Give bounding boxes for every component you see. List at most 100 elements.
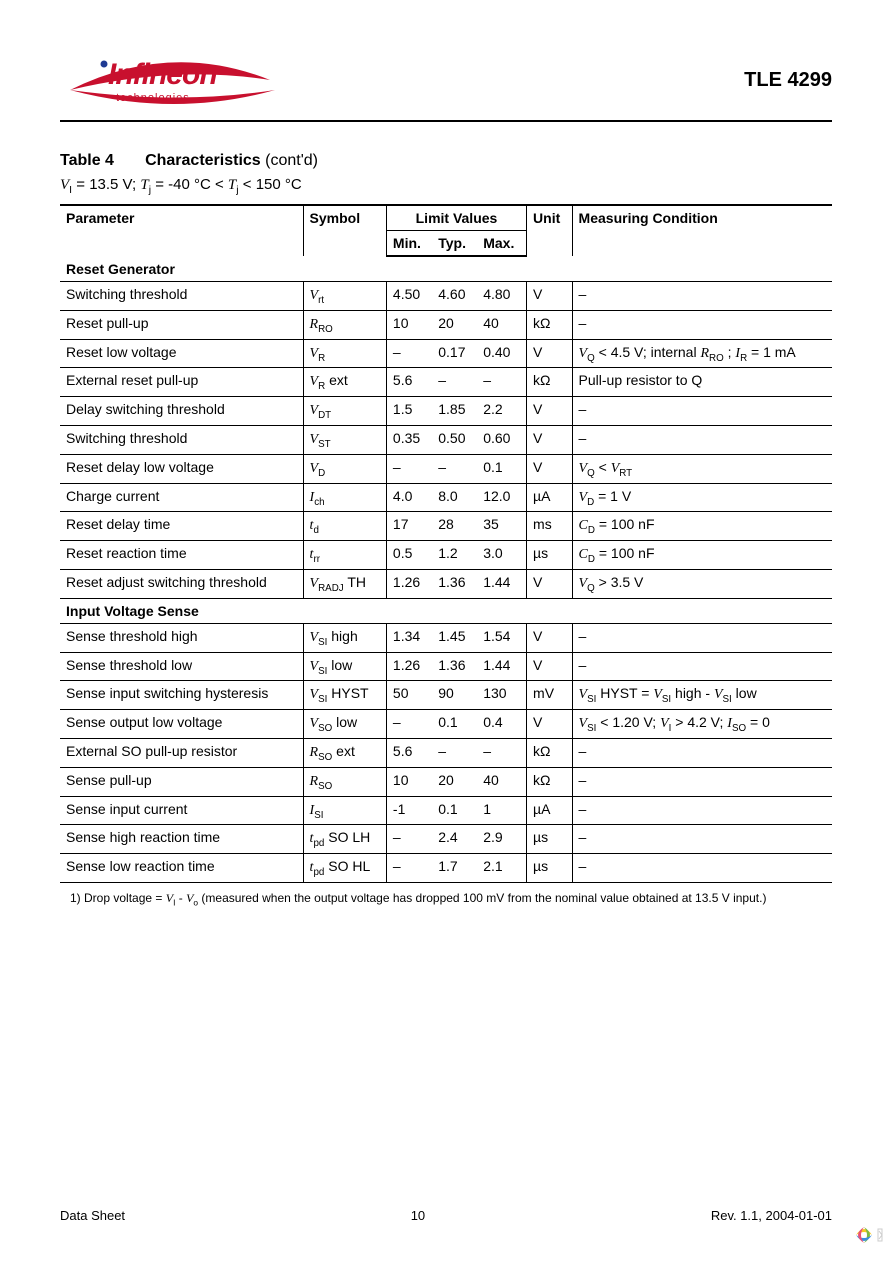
- cell-symbol: VSI HYST: [303, 681, 386, 710]
- table-title: Table 4 Characteristics (cont'd): [60, 152, 832, 170]
- footer-left: Data Sheet: [60, 1208, 125, 1223]
- cell-max: 1.44: [477, 569, 526, 598]
- section-header: Reset Generator: [60, 256, 832, 282]
- cell-typ: –: [432, 738, 477, 767]
- cell-symbol: tpd SO LH: [303, 825, 386, 854]
- cell-symbol: RRO: [303, 310, 386, 339]
- table-row: Switching thresholdVrt4.504.604.80V–: [60, 282, 832, 311]
- col-parameter: Parameter: [60, 205, 303, 256]
- cell-cond: –: [572, 397, 832, 426]
- cell-symbol: VSO low: [303, 710, 386, 739]
- cell-typ: 1.2: [432, 541, 477, 570]
- page: Infineon technologies TLE 4299 Table 4 C…: [0, 0, 892, 1263]
- table-row: Reset low voltageVR–0.170.40VVQ < 4.5 V;…: [60, 339, 832, 368]
- cell-param: Reset adjust switching threshold: [60, 569, 303, 598]
- cell-min: –: [386, 710, 432, 739]
- cell-cond: –: [572, 623, 832, 652]
- cell-unit: V: [527, 397, 573, 426]
- cell-cond: VQ < 4.5 V; internal RRO ; IR = 1 mA: [572, 339, 832, 368]
- table-row: Switching thresholdVST0.350.500.60V–: [60, 425, 832, 454]
- table-row: Sense threshold lowVSI low1.261.361.44V–: [60, 652, 832, 681]
- cell-max: 0.4: [477, 710, 526, 739]
- cell-param: External reset pull-up: [60, 368, 303, 397]
- cell-max: –: [477, 738, 526, 767]
- cell-unit: µs: [527, 541, 573, 570]
- cell-param: Charge current: [60, 483, 303, 512]
- cell-unit: µA: [527, 483, 573, 512]
- cell-cond: –: [572, 796, 832, 825]
- cell-typ: 20: [432, 767, 477, 796]
- table-condition: VI = 13.5 V; Tj = -40 °C < Tj < 150 °C: [60, 176, 832, 196]
- cell-min: 1.5: [386, 397, 432, 426]
- table-row: Sense output low voltageVSO low–0.10.4VV…: [60, 710, 832, 739]
- cell-unit: mV: [527, 681, 573, 710]
- cell-cond: VSI < 1.20 V; VI > 4.2 V; ISO = 0: [572, 710, 832, 739]
- col-condition: Measuring Condition: [572, 205, 832, 256]
- characteristics-table: Parameter Symbol Limit Values Unit Measu…: [60, 204, 832, 883]
- cell-min: 50: [386, 681, 432, 710]
- cell-min: –: [386, 825, 432, 854]
- page-footer: Data Sheet 10 Rev. 1.1, 2004-01-01: [60, 1208, 832, 1223]
- cell-typ: 0.1: [432, 710, 477, 739]
- cell-min: 17: [386, 512, 432, 541]
- cell-typ: 90: [432, 681, 477, 710]
- col-symbol: Symbol: [303, 205, 386, 256]
- cell-unit: V: [527, 339, 573, 368]
- cell-max: 3.0: [477, 541, 526, 570]
- cell-param: Sense pull-up: [60, 767, 303, 796]
- cell-min: –: [386, 854, 432, 883]
- cell-cond: –: [572, 767, 832, 796]
- table-row: Reset delay low voltageVD––0.1VVQ < VRT: [60, 454, 832, 483]
- cell-typ: 1.85: [432, 397, 477, 426]
- table-row: Delay switching thresholdVDT1.51.852.2V–: [60, 397, 832, 426]
- footer-right: Rev. 1.1, 2004-01-01: [711, 1208, 832, 1223]
- cell-param: Reset delay time: [60, 512, 303, 541]
- cell-typ: 20: [432, 310, 477, 339]
- cell-symbol: Vrt: [303, 282, 386, 311]
- cell-symbol: VD: [303, 454, 386, 483]
- cell-typ: 1.36: [432, 569, 477, 598]
- table-row: Reset delay timetd172835msCD = 100 nF: [60, 512, 832, 541]
- cell-unit: ms: [527, 512, 573, 541]
- cell-min: 0.5: [386, 541, 432, 570]
- cell-min: 5.6: [386, 368, 432, 397]
- cell-symbol: VR: [303, 339, 386, 368]
- cell-symbol: ISI: [303, 796, 386, 825]
- cell-unit: V: [527, 710, 573, 739]
- cell-cond: CD = 100 nF: [572, 512, 832, 541]
- cell-symbol: VDT: [303, 397, 386, 426]
- cell-cond: –: [572, 854, 832, 883]
- cell-symbol: RSO ext: [303, 738, 386, 767]
- cell-min: 4.0: [386, 483, 432, 512]
- section-header: Input Voltage Sense: [60, 598, 832, 623]
- cell-param: Switching threshold: [60, 282, 303, 311]
- cell-cond: –: [572, 738, 832, 767]
- cell-min: –: [386, 339, 432, 368]
- cell-max: 12.0: [477, 483, 526, 512]
- cell-param: Delay switching threshold: [60, 397, 303, 426]
- cell-min: –: [386, 454, 432, 483]
- cell-cond: CD = 100 nF: [572, 541, 832, 570]
- cell-typ: 28: [432, 512, 477, 541]
- table-name: Characteristics: [145, 152, 261, 169]
- cell-cond: VD = 1 V: [572, 483, 832, 512]
- cell-max: 40: [477, 310, 526, 339]
- cell-max: –: [477, 368, 526, 397]
- cell-param: Sense threshold high: [60, 623, 303, 652]
- cell-symbol: VSI high: [303, 623, 386, 652]
- cell-cond: –: [572, 652, 832, 681]
- cell-max: 2.9: [477, 825, 526, 854]
- cell-param: Reset reaction time: [60, 541, 303, 570]
- cell-unit: V: [527, 425, 573, 454]
- cell-max: 2.2: [477, 397, 526, 426]
- cell-max: 130: [477, 681, 526, 710]
- cell-max: 1.54: [477, 623, 526, 652]
- cell-typ: 1.45: [432, 623, 477, 652]
- cell-min: 4.50: [386, 282, 432, 311]
- cell-max: 40: [477, 767, 526, 796]
- cell-unit: V: [527, 569, 573, 598]
- cell-cond: –: [572, 310, 832, 339]
- cell-min: 10: [386, 767, 432, 796]
- table-body: Reset GeneratorSwitching thresholdVrt4.5…: [60, 256, 832, 882]
- corner-icon: [844, 1215, 884, 1255]
